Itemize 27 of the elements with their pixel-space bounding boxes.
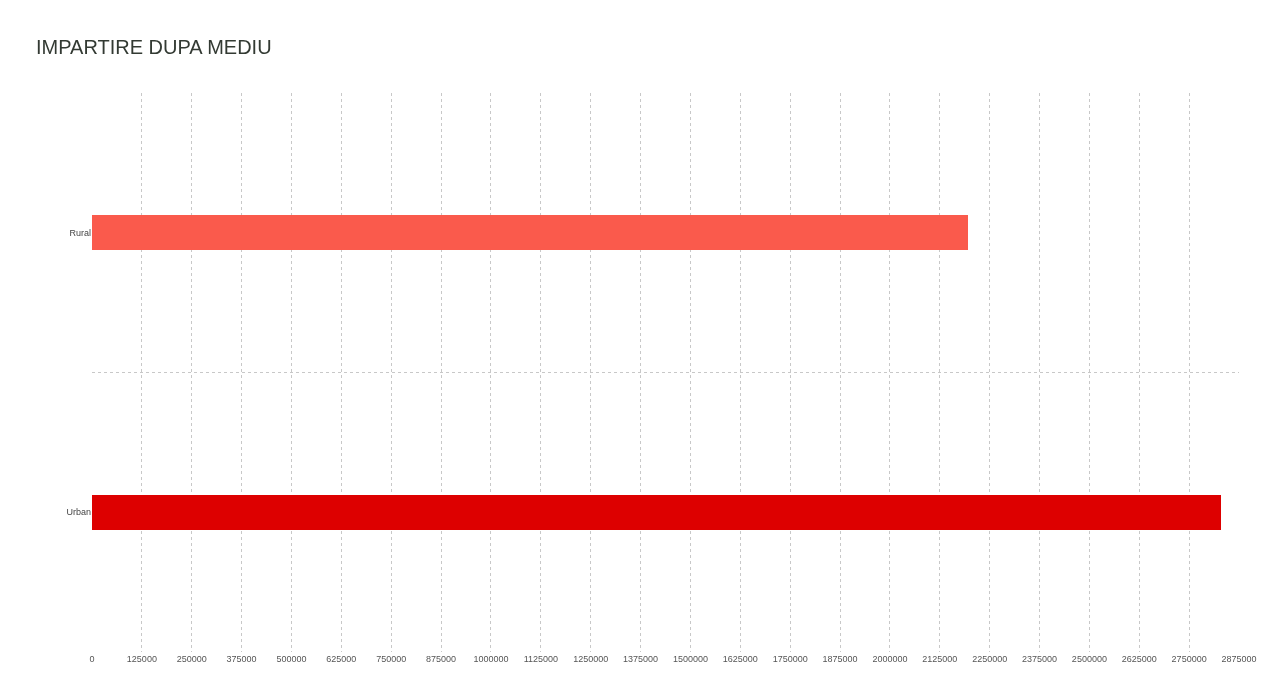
x-tick-label: 0 [89,654,95,664]
x-tick-label: 2000000 [872,654,908,664]
x-tick-label: 1500000 [672,654,708,664]
x-tick-label: 2625000 [1121,654,1157,664]
x-tick-label: 625000 [326,654,357,664]
x-tick-label: 250000 [176,654,207,664]
x-tick-label: 875000 [426,654,457,664]
y-tick-label: Urban [66,507,91,518]
x-tick-label: 1250000 [573,654,609,664]
x-tick-label: 1125000 [523,654,559,664]
x-tick-label: 2750000 [1171,654,1207,664]
x-tick-label: 2500000 [1071,654,1107,664]
x-tick-label: 375000 [226,654,257,664]
x-tick-label: 750000 [376,654,407,664]
x-tick-label: 2250000 [972,654,1008,664]
x-tick-label: 2875000 [1221,654,1257,664]
x-tick-label: 2125000 [922,654,958,664]
x-tick-label: 2375000 [1022,654,1058,664]
chart-title: IMPARTIRE DUPA MEDIU [36,36,272,58]
x-tick-label: 1000000 [473,654,509,664]
x-tick-label: 500000 [276,654,307,664]
x-tick-label: 125000 [126,654,157,664]
x-tick-label: 1750000 [772,654,808,664]
x-tick-label: 1875000 [822,654,858,664]
y-tick-label: Rural [69,227,91,238]
x-tick-label: 1625000 [722,654,758,664]
x-tick-label: 1375000 [623,654,659,664]
